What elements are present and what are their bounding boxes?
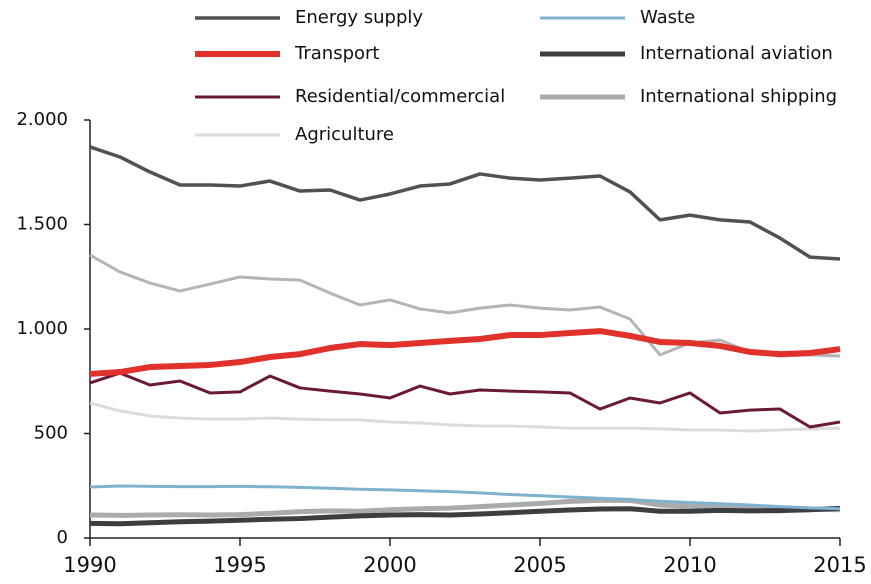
y-tick-label: 500 [34,423,68,444]
x-tick-label: 2015 [813,553,866,577]
legend-label: International shipping [640,86,837,107]
x-tick-label: 1995 [213,553,266,577]
legend-label: Waste [640,7,695,28]
y-tick-label: 1.500 [16,214,68,235]
y-tick-label: 0 [57,527,68,548]
legend-label: International aviation [640,43,833,64]
x-tick-label: 1990 [63,553,116,577]
y-tick-label: 2.000 [16,109,68,130]
series-line [89,145,841,261]
series-line [89,371,841,429]
legend-label: Agriculture [295,124,394,145]
y-tick-label: 1.000 [16,318,68,339]
legend-label: Transport [294,43,379,64]
series-line [89,484,841,511]
legend-label: Energy supply [295,7,423,28]
series-line [89,401,841,433]
x-tick-label: 2000 [363,553,416,577]
x-tick-label: 2010 [663,553,716,577]
series-line [89,253,841,358]
series-line [89,505,841,527]
x-tick-label: 2005 [513,553,566,577]
legend-label: Residential/commercial [295,86,505,107]
series-line [89,497,841,518]
series-line [89,328,841,377]
